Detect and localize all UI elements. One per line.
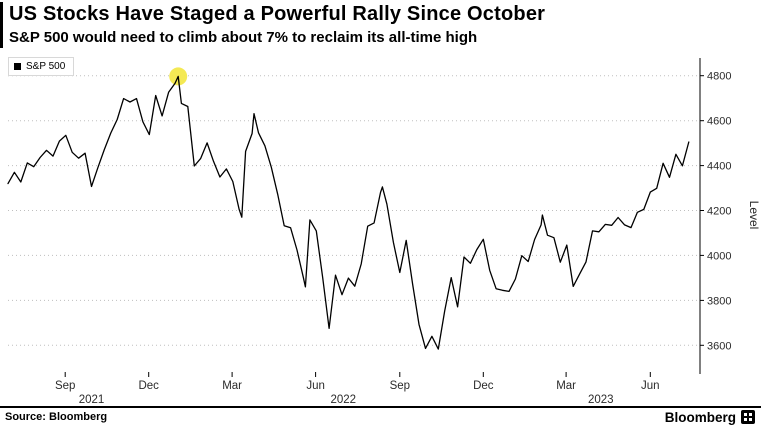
sp500-line: [7, 75, 690, 350]
y-tick-label: 4000: [707, 250, 731, 262]
gridlines: [8, 75, 700, 346]
x-year-label: 2021: [79, 394, 105, 404]
y-axis-title: Level: [747, 201, 761, 230]
x-tick-label: Mar: [556, 380, 576, 392]
y-tick-label: 4800: [707, 71, 731, 83]
source-credit: Source: Bloomberg: [5, 411, 108, 423]
x-tick-label: Dec: [138, 380, 159, 392]
y-tick-label: 4600: [707, 116, 731, 128]
x-year-label: 2023: [588, 394, 614, 404]
bloomberg-logo-text: Bloomberg: [664, 409, 736, 425]
footer: Source: Bloomberg Bloomberg: [0, 406, 761, 426]
legend-label: S&P 500: [26, 61, 66, 72]
y-axis: 3600 3800 4000 4200 4400 4600 4800: [699, 58, 731, 374]
headline-accent-bar: [0, 2, 3, 48]
x-year-label: 2022: [331, 394, 357, 404]
y-tick-label: 4200: [707, 206, 731, 218]
chart-subtitle: S&P 500 would need to climb about 7% to …: [9, 29, 478, 46]
x-tick-label: Sep: [55, 380, 75, 392]
y-tick-label: 3800: [707, 295, 731, 307]
price-line-chart: 3600 3800 4000 4200 4400 4600 4800 Level Sep Dec M…: [7, 58, 761, 404]
legend-swatch-sp500: [14, 63, 21, 70]
y-tick-label: 3600: [707, 340, 731, 352]
x-tick-label: Sep: [390, 380, 410, 392]
x-tick-label: Jun: [306, 380, 325, 392]
x-tick-label: Dec: [473, 380, 494, 392]
y-tick-label: 4400: [707, 161, 731, 173]
x-tick-label: Mar: [222, 380, 242, 392]
x-tick-label: Jun: [641, 380, 660, 392]
chart-header: US Stocks Have Staged a Powerful Rally S…: [9, 3, 757, 46]
legend-box: S&P 500: [8, 57, 75, 76]
bloomberg-logo: Bloomberg: [665, 410, 755, 425]
chart-title: US Stocks Have Staged a Powerful Rally S…: [9, 3, 546, 25]
x-axis: Sep Dec Mar Jun Sep Dec Mar Jun 2021 2022 2023: [55, 372, 660, 404]
bloomberg-terminal-icon: [741, 410, 755, 424]
